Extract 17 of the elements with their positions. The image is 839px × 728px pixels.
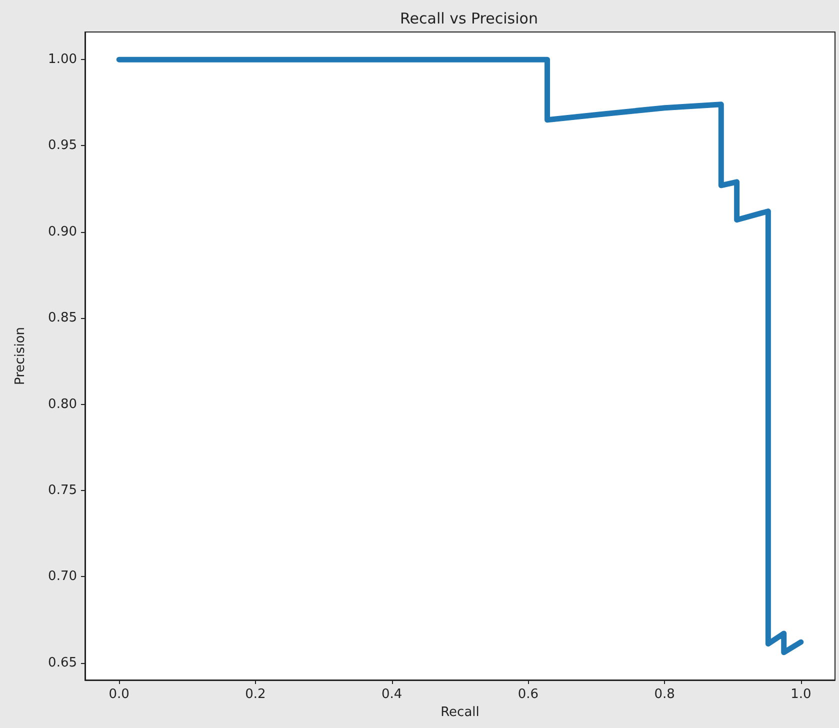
chart-title: Recall vs Precision (400, 10, 538, 28)
x-tick-label: 1.0 (790, 687, 812, 702)
y-tick-label: 0.85 (48, 310, 77, 326)
x-tick-label: 0.4 (381, 687, 402, 702)
y-tick-label: 0.75 (48, 482, 77, 498)
y-tick-label: 0.95 (48, 138, 77, 154)
y-tick-label: 0.70 (48, 569, 77, 584)
x-tick-label: 0.6 (518, 687, 539, 702)
x-tick-label: 0.8 (654, 687, 675, 702)
x-tick-label: 0.2 (245, 687, 266, 702)
y-tick-label: 0.65 (48, 655, 77, 670)
x-axis-title: Recall (440, 704, 480, 720)
y-tick-label: 0.90 (48, 224, 77, 240)
y-tick-label: 0.80 (48, 396, 77, 412)
y-tick-label: 1.00 (48, 52, 77, 68)
x-tick-label: 0.0 (108, 687, 130, 702)
y-axis-title: Precision (13, 326, 28, 386)
